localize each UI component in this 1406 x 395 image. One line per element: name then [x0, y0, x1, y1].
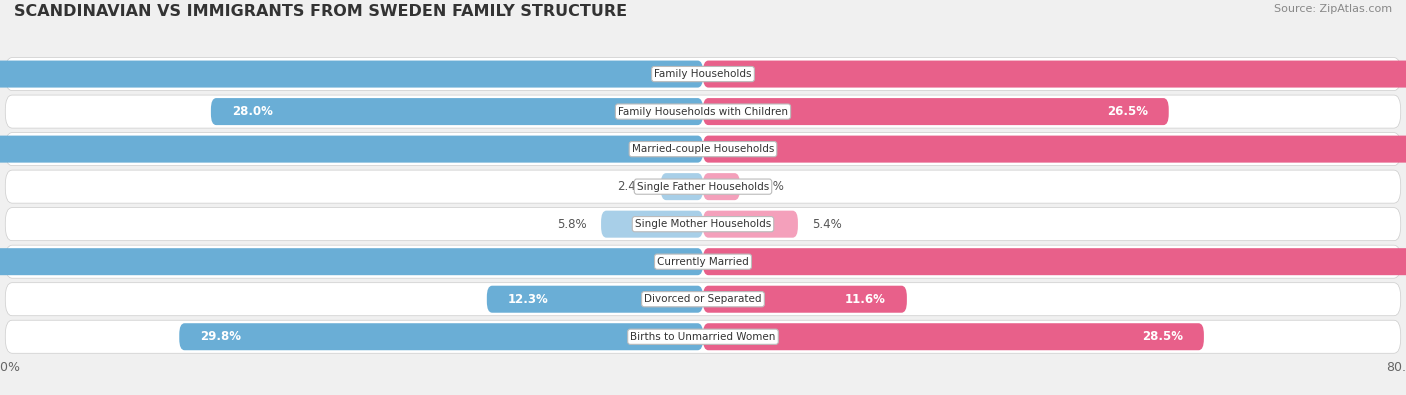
- FancyBboxPatch shape: [0, 135, 703, 163]
- Text: Single Mother Households: Single Mother Households: [636, 219, 770, 229]
- Text: 26.5%: 26.5%: [1107, 105, 1147, 118]
- FancyBboxPatch shape: [0, 248, 703, 275]
- FancyBboxPatch shape: [703, 135, 1406, 163]
- FancyBboxPatch shape: [703, 173, 740, 200]
- Legend: Scandinavian, Immigrants from Sweden: Scandinavian, Immigrants from Sweden: [541, 392, 865, 395]
- FancyBboxPatch shape: [0, 60, 703, 88]
- Text: 28.0%: 28.0%: [232, 105, 273, 118]
- FancyBboxPatch shape: [6, 208, 1400, 241]
- FancyBboxPatch shape: [703, 286, 907, 313]
- Text: 11.6%: 11.6%: [845, 293, 886, 306]
- FancyBboxPatch shape: [703, 60, 1406, 88]
- Text: 5.4%: 5.4%: [813, 218, 842, 231]
- FancyBboxPatch shape: [180, 323, 703, 350]
- Text: Family Households with Children: Family Households with Children: [619, 107, 787, 117]
- Text: 2.1%: 2.1%: [754, 180, 783, 193]
- FancyBboxPatch shape: [661, 173, 703, 200]
- FancyBboxPatch shape: [6, 283, 1400, 316]
- Text: SCANDINAVIAN VS IMMIGRANTS FROM SWEDEN FAMILY STRUCTURE: SCANDINAVIAN VS IMMIGRANTS FROM SWEDEN F…: [14, 4, 627, 19]
- Text: Family Households: Family Households: [654, 69, 752, 79]
- Text: 5.8%: 5.8%: [557, 218, 588, 231]
- Text: Source: ZipAtlas.com: Source: ZipAtlas.com: [1274, 4, 1392, 14]
- FancyBboxPatch shape: [703, 323, 1204, 350]
- FancyBboxPatch shape: [6, 320, 1400, 353]
- FancyBboxPatch shape: [703, 211, 799, 238]
- FancyBboxPatch shape: [6, 245, 1400, 278]
- FancyBboxPatch shape: [6, 170, 1400, 203]
- FancyBboxPatch shape: [211, 98, 703, 125]
- Text: Married-couple Households: Married-couple Households: [631, 144, 775, 154]
- Text: 2.4%: 2.4%: [617, 180, 647, 193]
- Text: 12.3%: 12.3%: [508, 293, 548, 306]
- FancyBboxPatch shape: [6, 133, 1400, 166]
- Text: Currently Married: Currently Married: [657, 257, 749, 267]
- Text: Single Father Households: Single Father Households: [637, 182, 769, 192]
- FancyBboxPatch shape: [486, 286, 703, 313]
- FancyBboxPatch shape: [6, 58, 1400, 90]
- Text: 28.5%: 28.5%: [1142, 330, 1182, 343]
- Text: Births to Unmarried Women: Births to Unmarried Women: [630, 332, 776, 342]
- FancyBboxPatch shape: [703, 248, 1406, 275]
- Text: Divorced or Separated: Divorced or Separated: [644, 294, 762, 304]
- FancyBboxPatch shape: [602, 211, 703, 238]
- Text: 29.8%: 29.8%: [200, 330, 242, 343]
- FancyBboxPatch shape: [6, 95, 1400, 128]
- FancyBboxPatch shape: [703, 98, 1168, 125]
